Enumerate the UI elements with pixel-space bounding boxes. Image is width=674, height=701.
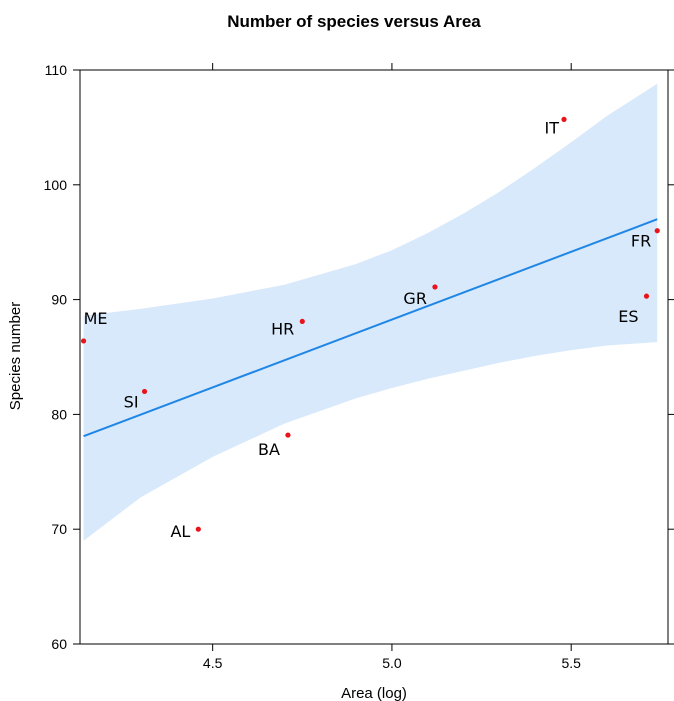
y-tick-label: 70 <box>51 521 67 537</box>
points-layer <box>80 116 660 532</box>
data-point-fr <box>654 228 660 234</box>
x-tick-label: 4.5 <box>203 655 223 671</box>
y-tick-label: 60 <box>51 636 67 652</box>
point-label-me: ME <box>84 309 108 328</box>
data-point-gr <box>432 284 438 290</box>
point-label-si: SI <box>124 392 139 411</box>
plot-frame <box>79 69 669 645</box>
point-label-al: AL <box>170 522 190 541</box>
data-point-es <box>643 293 650 299</box>
fit-line-layer <box>83 218 658 438</box>
point-label-gr: GR <box>403 289 427 308</box>
y-axis-label: Species number <box>7 302 24 410</box>
regression-line <box>83 218 658 438</box>
y-tick-label: 80 <box>51 406 67 422</box>
point-label-it: IT <box>545 118 560 137</box>
data-point-al <box>195 526 201 532</box>
data-point-it <box>561 116 567 122</box>
confidence-band <box>83 83 658 541</box>
point-label-fr: FR <box>631 232 651 251</box>
point-label-hr: HR <box>271 319 294 338</box>
data-point-ba <box>285 432 291 438</box>
point-label-es: ES <box>618 307 638 326</box>
y-tick-label: 100 <box>44 177 68 193</box>
confidence-band-layer <box>83 83 658 541</box>
data-point-hr <box>299 318 305 325</box>
x-axis-label: Area (log) <box>341 685 407 701</box>
x-tick-label: 5.0 <box>382 655 402 671</box>
data-point-me <box>80 338 87 344</box>
point-labels-layer: ME SI AL BA HR GR IT ES FR <box>84 118 652 541</box>
data-point-si <box>141 388 148 395</box>
x-tick-label: 5.5 <box>561 655 581 671</box>
axis-ticks: 4.5 5.0 5.5 60 70 80 90 100 110 <box>44 62 674 671</box>
point-label-ba: BA <box>258 440 280 459</box>
y-tick-label: 90 <box>51 292 67 308</box>
y-tick-label: 110 <box>45 62 68 78</box>
chart-title: Number of species versus Area <box>227 12 481 31</box>
